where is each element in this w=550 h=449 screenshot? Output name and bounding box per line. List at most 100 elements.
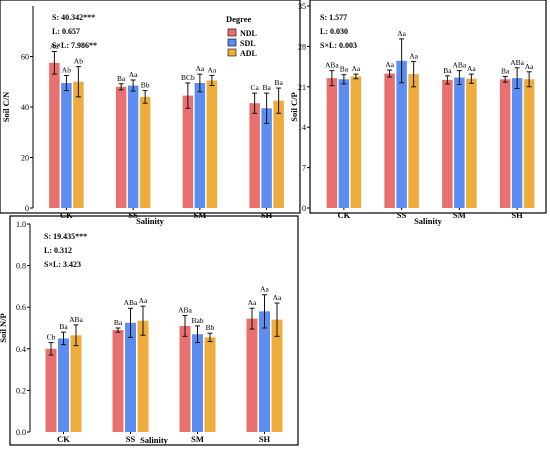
y-tick-label: 7 (302, 164, 306, 173)
x-axis-label: Salinity (414, 216, 443, 226)
significance-label: Bb (141, 81, 150, 90)
bar (70, 335, 82, 432)
y-tick-label: 20 (21, 154, 29, 163)
bar (259, 311, 270, 432)
bar (182, 95, 194, 208)
bar (246, 318, 258, 432)
significance-label: Aa (50, 41, 59, 50)
significance-label: ABa (453, 61, 467, 70)
significance-label: Ab (74, 57, 83, 66)
bar (61, 83, 72, 208)
bar (326, 78, 338, 209)
x-tick-label: SS (128, 210, 138, 220)
y-tick-label: 0 (302, 204, 306, 213)
significance-label: ABa (510, 58, 524, 67)
bar (58, 338, 69, 432)
significance-label: Ab (62, 65, 71, 74)
stat-text: S×L: 7.986** (52, 41, 97, 50)
y-tick-label: 0.4 (16, 345, 26, 354)
x-tick-label: SH (511, 210, 523, 220)
significance-label: Bab (191, 316, 203, 325)
significance-label: Aa (467, 64, 476, 73)
x-tick-label: CK (57, 434, 70, 444)
legend-swatch (227, 38, 237, 47)
significance-label: ABa (178, 306, 192, 315)
x-tick-label: SM (194, 210, 207, 220)
significance-label: Ba (501, 66, 510, 75)
significance-label: Ba (340, 65, 349, 74)
bar (273, 100, 284, 208)
y-axis-label: Soil C/P (289, 92, 299, 122)
y-tick-label: 0.6 (16, 303, 26, 312)
bar (442, 79, 453, 208)
x-axis-label: Salinity (140, 435, 169, 445)
x-tick-label: SS (397, 210, 407, 220)
panel-frame (0, 0, 301, 214)
bar (249, 103, 260, 208)
y-axis-label: Soil C/N (1, 91, 11, 122)
bar (466, 78, 477, 208)
legend-label: NDL (240, 29, 257, 38)
stat-text: S×L: 3.423 (44, 260, 81, 269)
y-tick-label: 21 (298, 83, 306, 92)
bar (523, 79, 535, 208)
bar (384, 73, 395, 208)
stat-text: S: 40.342*** (52, 13, 95, 22)
bar (454, 77, 465, 209)
x-tick-label: SM (191, 434, 204, 444)
bar (338, 79, 350, 208)
significance-label: Ba (274, 78, 283, 87)
legend-label: ADL (240, 49, 257, 58)
bar (139, 96, 151, 208)
x-tick-label: CK (60, 210, 73, 220)
stat-text: L: 0.312 (44, 246, 72, 255)
y-tick-label: 14 (298, 123, 306, 132)
bar (73, 81, 84, 208)
bar (396, 60, 407, 209)
significance-label: Aa (352, 64, 361, 73)
significance-label: Aa (385, 60, 394, 69)
legend-swatch (227, 48, 237, 57)
bar (271, 319, 283, 432)
legend-label: SDL (240, 39, 256, 48)
significance-label: Aa (248, 298, 257, 307)
stat-text: S: 19.435*** (44, 232, 87, 241)
y-tick-label: 60 (21, 53, 29, 62)
bar (115, 86, 127, 208)
bar (194, 83, 206, 208)
legend-title: Degree (226, 14, 252, 24)
significance-label: ABa (124, 298, 138, 307)
bar (125, 322, 136, 432)
bar (511, 78, 523, 209)
stat-text: S: 1.577 (320, 13, 347, 22)
y-tick-label: 0.8 (16, 262, 26, 271)
bar (204, 337, 216, 432)
panel-frame (9, 215, 299, 446)
significance-label: Aa (208, 65, 217, 74)
significance-label: Aa (397, 29, 406, 38)
legend-swatch (227, 28, 237, 37)
y-tick-label: 28 (298, 42, 306, 51)
stat-text: L: 0.657 (52, 27, 80, 36)
significance-label: Ba (117, 74, 126, 83)
bar (45, 348, 57, 432)
stat-text: S×L: 0.003 (320, 41, 357, 50)
x-tick-label: SH (259, 434, 271, 444)
bar (127, 85, 139, 208)
y-tick-label: 40 (21, 103, 29, 112)
panel-frame (309, 0, 547, 214)
y-tick-label: 0.2 (16, 386, 26, 395)
bar (192, 334, 203, 432)
significance-label: Aa (139, 296, 148, 305)
bar (350, 76, 362, 208)
bar (408, 74, 419, 208)
significance-label: Aa (409, 51, 418, 60)
y-tick-label: 35 (298, 2, 306, 11)
x-tick-label: SH (261, 210, 273, 220)
stat-text: L: 0.030 (320, 27, 348, 36)
significance-label: Aa (196, 64, 205, 73)
significance-label: Ba (443, 66, 452, 75)
